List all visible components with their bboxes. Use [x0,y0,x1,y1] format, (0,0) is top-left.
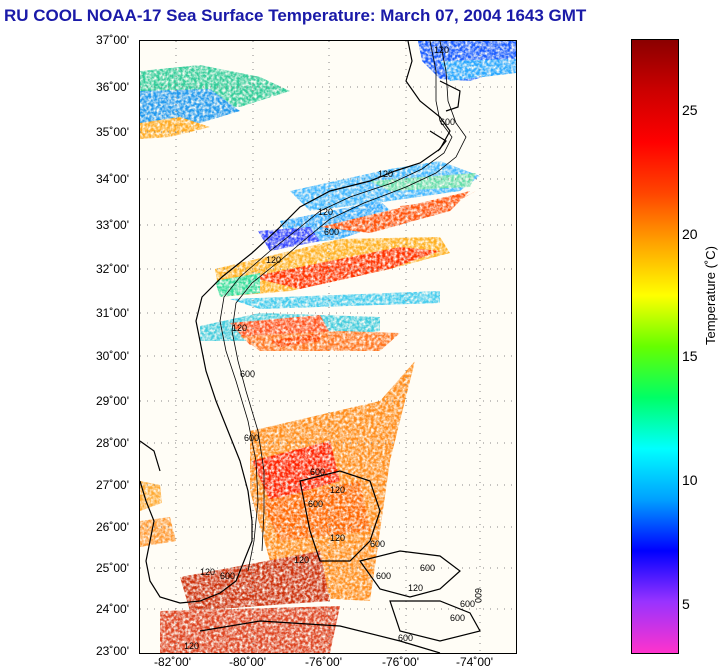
contour-label: 120 [200,567,215,577]
lon-label: -76˚00' [382,655,419,669]
lat-label: 37˚00' [96,33,129,47]
contour-120 [219,41,453,572]
temperature-colorbar [631,39,679,654]
contour-label: 120 [266,255,281,265]
sst-patch [320,191,470,233]
lat-label: 23˚00' [96,644,129,658]
coastline-path [140,440,161,472]
sst-patch [180,551,330,611]
lat-label: 31˚00' [96,306,129,320]
sst-map: 120 600 120 120 600 120 120 600 600 600 … [139,40,517,654]
sst-data-layer [140,41,516,653]
colorbar-tick: 15 [682,348,698,364]
contour-label: 120 [232,323,247,333]
sst-patch [230,291,440,309]
contour-label: 120 [378,169,393,179]
contour-label: 600 [440,117,455,127]
lat-label: 29˚00' [96,394,129,408]
lat-label: 34˚00' [96,172,129,186]
lat-label: 32˚00' [96,262,129,276]
lon-label: -82˚00' [154,655,191,669]
contour-label: 120 [408,583,423,593]
sst-patch [440,59,516,81]
coastline-path [429,130,447,152]
contour-label: 120 [318,207,333,217]
cuba-coast [389,600,481,642]
contour-label: 600 [324,227,339,237]
bathymetry [219,41,467,572]
page-title: RU COOL NOAA-17 Sea Surface Temperature:… [4,6,587,25]
sst-map-svg: 120 600 120 120 600 120 120 600 600 600 … [140,41,516,653]
sst-patch [140,117,210,139]
lat-label: 33˚00' [96,218,129,232]
lat-label: 24˚00' [96,602,129,616]
contour-label: 120 [434,45,449,55]
lat-label: 36˚00' [96,80,129,94]
sst-patch [215,273,260,297]
contour-label: 600 [220,571,235,581]
contour-label: 600 [308,499,323,509]
sst-patch [160,606,340,653]
contour-label: 600 [244,433,259,443]
contour-label: 600 [310,467,325,477]
contour-label: 120 [184,641,199,651]
lon-label: -80˚00' [229,655,266,669]
sst-patch [250,247,440,289]
contour-label: 600 [398,633,413,643]
bahamas-bank [358,550,461,598]
lat-label: 28˚00' [96,436,129,450]
contour-label: 600 [370,539,385,549]
contour-label: 600 [420,563,435,573]
contour-labels: 120 600 120 120 600 120 120 600 600 600 … [184,45,483,651]
bahamas-bank [299,470,381,562]
lat-label: 26˚00' [96,520,129,534]
contour-label: 600 [240,369,255,379]
lat-label: 30˚00' [96,349,129,363]
sst-patch [270,333,320,347]
lat-label: 25˚00' [96,561,129,575]
colorbar-tick: 10 [682,472,698,488]
contour-label: 120 [294,555,309,565]
cuba-coast [199,620,441,653]
contour-label: 600 [450,613,465,623]
colorbar-tick: 20 [682,226,698,242]
lon-label: -74˚00' [456,655,493,669]
colorbar-label: Temperature (˚C) [703,246,718,345]
colorbar-tick: 5 [682,596,690,612]
lat-label: 35˚00' [96,125,129,139]
coastline [140,41,481,653]
contour-label: 600 [460,599,475,609]
sst-patch [370,173,476,191]
contour-label: 120 [330,533,345,543]
coastline-path [439,80,461,112]
sst-patch [252,441,340,501]
sst-patch [260,481,370,541]
sst-patch [140,481,162,511]
sst-patch [140,517,176,547]
lat-label: 27˚00' [96,478,129,492]
colorbar-tick: 25 [682,102,698,118]
contour-label: 600 [376,571,391,581]
contour-label: 600 [473,588,483,603]
contour-label: 120 [330,485,345,495]
lon-label: -76˚00' [305,655,342,669]
contour-600 [231,41,467,552]
